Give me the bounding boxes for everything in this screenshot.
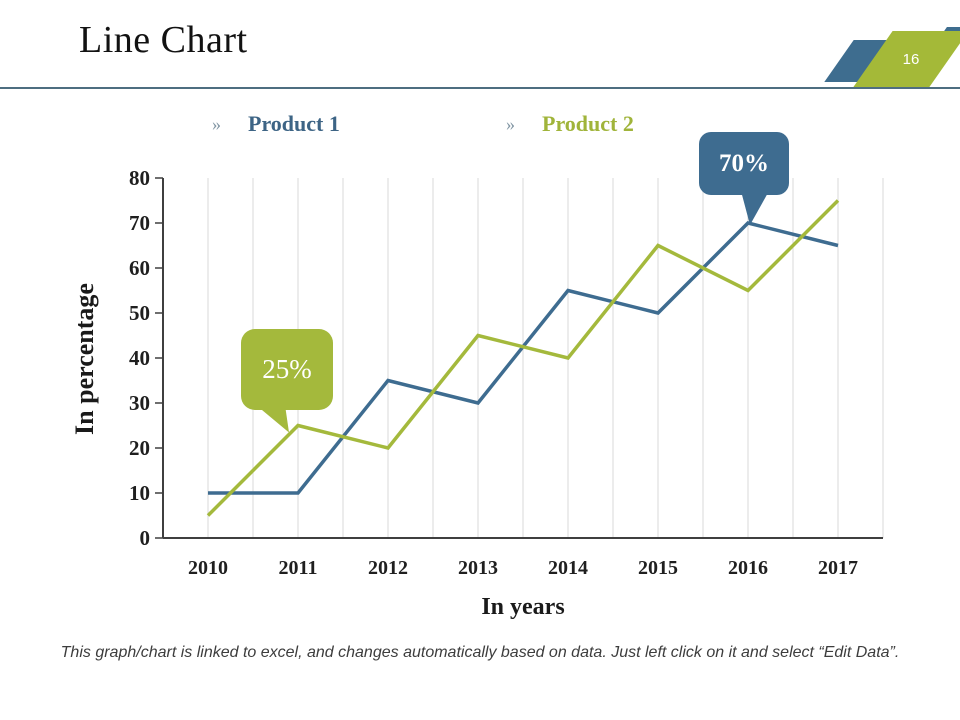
y-tick-label: 60 [129, 256, 150, 280]
chevron-bullet-icon: » [506, 113, 515, 134]
legend-label-product-2: Product 2 [542, 111, 634, 136]
page-title: Line Chart [79, 19, 248, 61]
x-tick-label: 2011 [278, 557, 318, 579]
page-number: 16 [902, 50, 920, 68]
y-tick-label: 80 [129, 166, 150, 190]
series-line-product-2[interactable] [206, 199, 840, 517]
y-tick-label: 30 [129, 391, 150, 415]
chart-legend: » Product 1 » Product 2 [0, 111, 960, 143]
x-tick-label: 2016 [728, 557, 768, 579]
y-tick-label: 0 [139, 526, 151, 550]
legend-label-product-1: Product 1 [248, 111, 340, 136]
callout-25-label: 25% [262, 354, 312, 384]
y-tick-label: 10 [129, 481, 150, 505]
callout-25-percent[interactable]: 25% [241, 329, 333, 410]
x-axis-title: In years [481, 594, 565, 620]
chevron-bullet-icon: » [212, 113, 221, 134]
callout-70-percent[interactable]: 70% [699, 132, 789, 195]
page-number-badge: 16 [824, 26, 960, 88]
callout-25-tail [256, 405, 289, 433]
y-axis-title: In percentage [70, 283, 99, 435]
x-tick-label: 2014 [548, 557, 588, 579]
y-tick-label: 50 [129, 301, 150, 325]
footer-note: This graph/chart is linked to excel, and… [60, 644, 900, 661]
x-tick-label: 2017 [818, 557, 858, 579]
y-tick-label: 40 [129, 346, 150, 370]
x-tick-label: 2013 [458, 557, 498, 579]
y-tick-label: 70 [129, 211, 150, 235]
legend-item-product-2[interactable]: » Product 2 [506, 111, 634, 137]
x-tick-label: 2012 [368, 557, 408, 579]
legend-item-product-1[interactable]: » Product 1 [212, 111, 340, 137]
x-tick-label: 2015 [638, 557, 678, 579]
y-tick-label: 20 [129, 436, 150, 460]
callout-70-tail [741, 191, 769, 225]
title-underline [0, 87, 960, 89]
x-axis-tick-labels: 2010 2011 2012 2013 2014 2015 2016 2017 [0, 557, 960, 585]
callout-70-label: 70% [719, 149, 769, 177]
x-tick-label: 2010 [188, 557, 228, 579]
